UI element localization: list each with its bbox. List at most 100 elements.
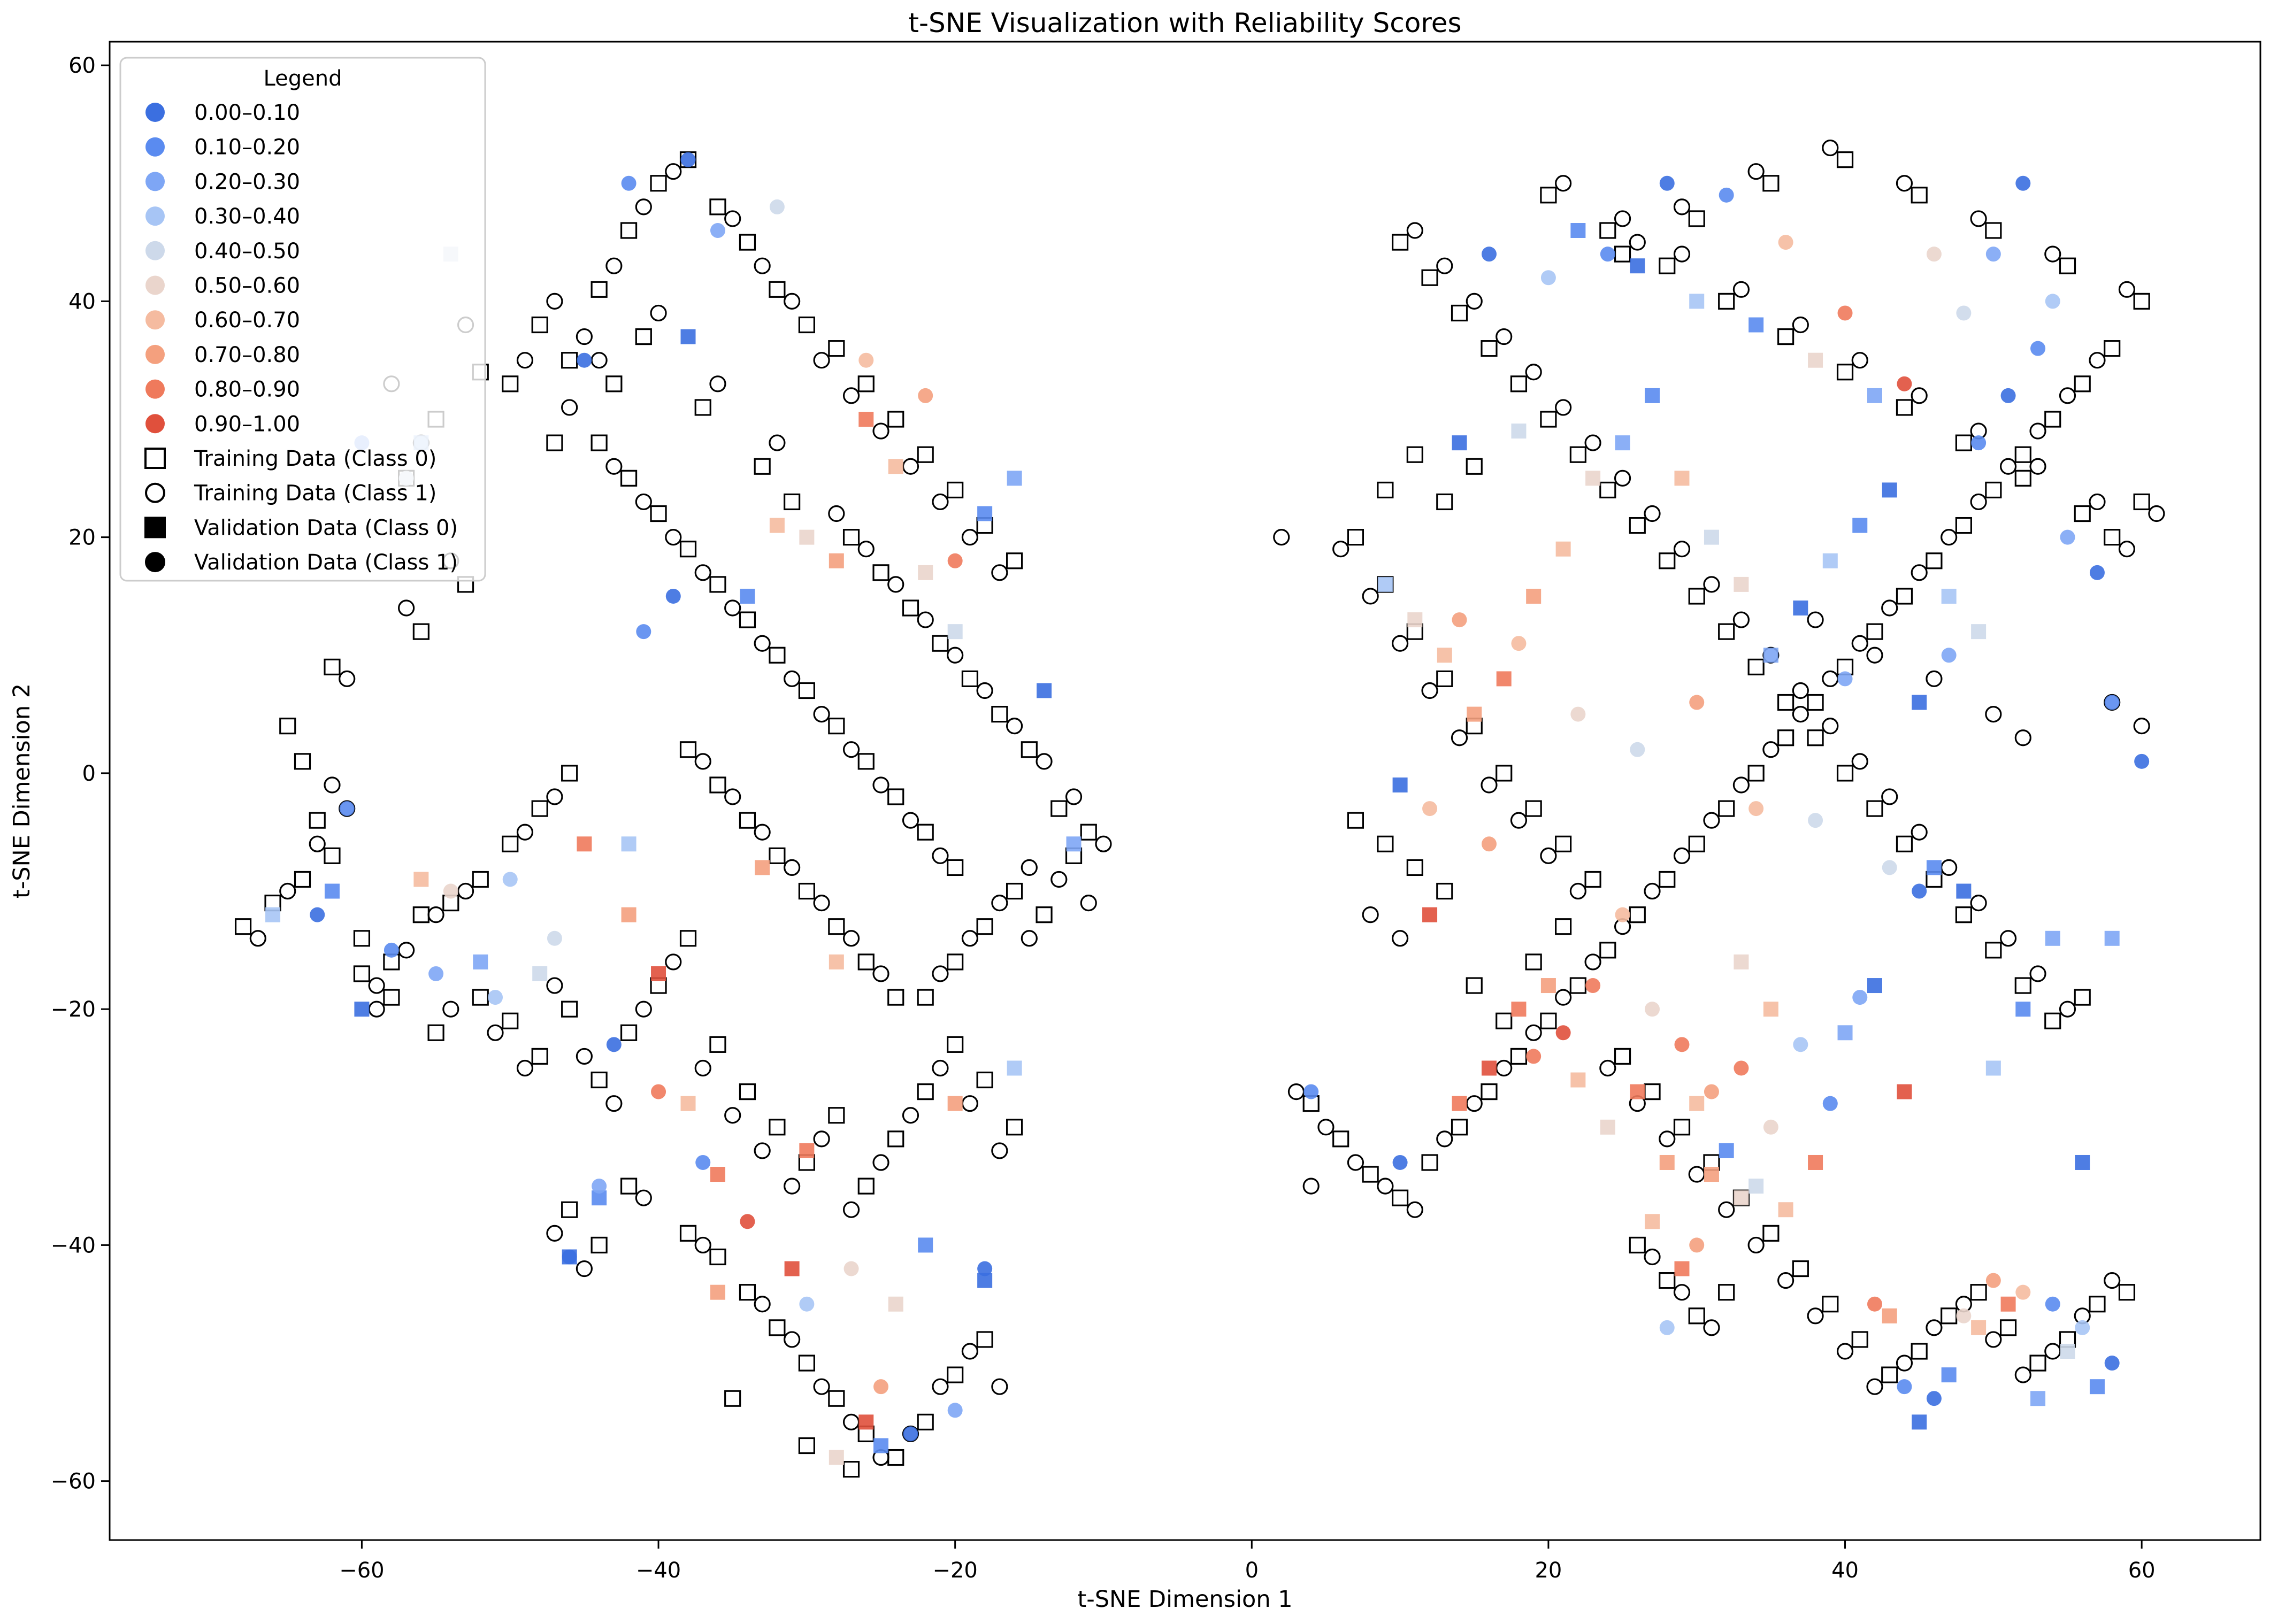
circle-training-point [1555, 989, 1572, 1006]
circle-validation-point [1956, 305, 1972, 321]
circle-validation-point [1852, 990, 1868, 1005]
square-training-point [1985, 942, 2002, 959]
square-training-point [917, 1083, 934, 1100]
circle-validation-point [310, 907, 325, 922]
legend-color-swatch [145, 275, 165, 295]
square-training-point [1792, 1260, 1809, 1277]
square-validation-point [1585, 471, 1601, 486]
circle-training-point [635, 493, 652, 511]
square-training-point [620, 1177, 638, 1195]
circle-validation-point [502, 872, 518, 887]
circle-training-point [784, 859, 801, 876]
legend-marker-label: Validation Data (Class 1) [194, 550, 458, 575]
square-validation-point [829, 553, 844, 568]
circle-validation-point [606, 1037, 622, 1052]
square-validation-point [1555, 541, 1571, 557]
circle-training-point [1510, 812, 1528, 829]
legend-color-swatch [145, 414, 165, 434]
square-validation-point [1511, 1002, 1527, 1017]
circle-training-point [842, 1413, 860, 1430]
circle-validation-point [1734, 1060, 1749, 1076]
legend-color-label: 0.70–0.80 [194, 343, 300, 367]
circle-training-point [398, 599, 415, 617]
square-training-point [679, 930, 697, 947]
circle-validation-point [1912, 883, 1927, 899]
square-training-point [1599, 481, 1616, 498]
circle-training-point [1881, 788, 1898, 805]
circle-validation-point [1941, 648, 1957, 663]
square-training-point [1955, 906, 1972, 923]
square-training-point [1836, 765, 1854, 782]
legend-color-label: 0.10–0.20 [194, 135, 300, 160]
circle-training-point [872, 422, 889, 440]
square-validation-point [1600, 1119, 1615, 1135]
circle-training-point [1525, 364, 1542, 381]
circle-training-point [1732, 776, 1750, 794]
circle-training-point [2089, 493, 2106, 511]
circle-training-point [249, 930, 266, 947]
circle-validation-point [2104, 695, 2120, 710]
square-training-point [1036, 906, 1053, 923]
square-training-point [739, 1284, 756, 1301]
legend-color-label: 0.00–0.10 [194, 101, 300, 125]
square-training-point [739, 1083, 756, 1100]
square-training-point [1688, 1307, 1705, 1325]
square-validation-point [1852, 518, 1868, 533]
circle-training-point [1496, 1059, 1513, 1077]
legend-color-swatch [145, 103, 165, 122]
circle-validation-point [710, 223, 725, 238]
square-validation-point [1467, 706, 1482, 722]
square-validation-point [1037, 683, 1052, 698]
legend-marker-swatch [145, 482, 165, 503]
circle-training-point [872, 776, 889, 794]
square-training-point [1540, 1012, 1557, 1029]
square-training-point [709, 1036, 726, 1053]
circle-validation-point [1956, 1308, 1972, 1323]
square-training-point [1481, 340, 1498, 357]
square-training-point [798, 882, 815, 900]
circle-training-point [932, 847, 949, 864]
square-training-point [1080, 823, 1097, 841]
circle-training-point [1421, 682, 1438, 699]
circle-validation-point [1585, 978, 1601, 994]
circle-training-point [1659, 1130, 1676, 1148]
legend-color-swatch [145, 379, 165, 399]
square-training-point [769, 847, 786, 864]
square-validation-point [1496, 671, 1512, 687]
square-training-point [1777, 694, 1794, 711]
circle-validation-point [428, 966, 444, 981]
legend-color-label: 0.40–0.50 [194, 239, 300, 264]
square-validation-point [1704, 1167, 1719, 1182]
circle-training-point [2118, 541, 2136, 558]
circle-validation-point [1481, 247, 1497, 262]
square-training-point [1050, 800, 1068, 817]
circle-validation-point [1392, 1154, 1408, 1170]
circle-training-point [1555, 175, 1572, 192]
square-training-point [2133, 493, 2150, 511]
circle-training-point [1392, 635, 1409, 652]
circle-training-point [309, 835, 326, 852]
circle-training-point [1614, 470, 1631, 487]
square-training-point [1999, 1319, 2017, 1336]
circle-training-point [1673, 198, 1691, 215]
circle-validation-point [903, 1426, 918, 1442]
square-validation-point [829, 1450, 844, 1465]
circle-validation-point [1615, 907, 1630, 922]
circle-training-point [961, 529, 979, 546]
circle-validation-point [621, 175, 636, 191]
square-training-point [1525, 953, 1542, 971]
square-training-point [709, 576, 726, 593]
circle-validation-point [2134, 753, 2150, 769]
circle-training-point [1673, 541, 1691, 558]
square-training-point [872, 564, 889, 581]
circle-training-point [1406, 1201, 1423, 1218]
circle-training-point [1896, 175, 1913, 192]
circle-validation-point [443, 883, 458, 899]
square-validation-point [324, 883, 340, 899]
circle-training-point [1851, 352, 1868, 369]
circle-training-point [1970, 894, 1987, 912]
square-training-point [1896, 399, 1913, 416]
circle-training-point [368, 1000, 385, 1018]
square-training-point [294, 753, 311, 770]
circle-training-point [1466, 1095, 1483, 1112]
